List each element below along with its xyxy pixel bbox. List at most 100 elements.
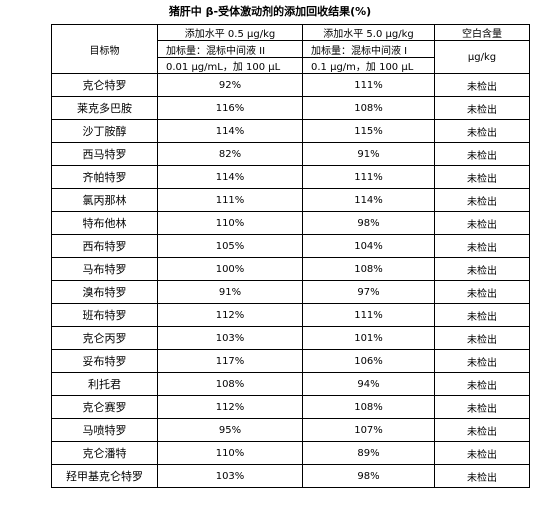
cell-compound: 沙丁胺醇 [51,119,158,143]
cell-compound: 氯丙那林 [51,188,158,212]
cell-recovery-low: 100% [157,257,303,281]
cell-compound: 马喷特罗 [51,418,158,442]
cell-recovery-low: 103% [157,326,303,350]
header-row-2: 加标量：混标中间液 II 加标量：混标中间液 I μg/kg [52,40,530,74]
header-target: 目标物 [51,24,158,74]
cell-recovery-low: 112% [157,395,303,419]
table-row: 马布特罗 100% 108% 未检出 [51,257,530,281]
cell-recovery-high: 94% [302,372,435,396]
cell-recovery-low: 114% [157,119,303,143]
cell-recovery-low: 114% [157,165,303,189]
cell-compound: 莱克多巴胺 [51,96,158,120]
cell-recovery-low: 103% [157,464,303,488]
cell-recovery-low: 92% [157,73,303,97]
cell-compound: 齐帕特罗 [51,165,158,189]
cell-recovery-high: 101% [302,326,435,350]
cell-recovery-low: 110% [157,211,303,235]
cell-compound: 利托君 [51,372,158,396]
table-row: 溴布特罗 91% 97% 未检出 [51,280,530,304]
cell-compound: 溴布特罗 [51,280,158,304]
cell-compound: 克仑赛罗 [51,395,158,419]
cell-blank: 未检出 [434,303,530,327]
cell-blank: 未检出 [434,234,530,258]
cell-blank: 未检出 [434,418,530,442]
cell-blank: 未检出 [434,119,530,143]
cell-recovery-high: 111% [302,303,435,327]
cell-recovery-low: 82% [157,142,303,166]
cell-blank: 未检出 [434,188,530,212]
cell-compound: 西马特罗 [51,142,158,166]
table-title: 猪肝中 β-受体激动剂的添加回收结果(%) [168,5,372,18]
table-row: 班布特罗 112% 111% 未检出 [51,303,530,327]
cell-compound: 羟甲基克仑特罗 [51,464,158,488]
table-row: 羟甲基克仑特罗 103% 98% 未检出 [51,464,530,488]
cell-recovery-high: 91% [302,142,435,166]
cell-recovery-high: 89% [302,441,435,465]
cell-blank: 未检出 [434,349,530,373]
cell-recovery-high: 104% [302,234,435,258]
cell-recovery-low: 95% [157,418,303,442]
cell-compound: 克仑丙罗 [51,326,158,350]
cell-blank: 未检出 [434,96,530,120]
cell-compound: 马布特罗 [51,257,158,281]
cell-recovery-high: 111% [302,73,435,97]
cell-recovery-high: 98% [302,211,435,235]
table-row: 利托君 108% 94% 未检出 [51,372,530,396]
cell-blank: 未检出 [434,326,530,350]
table-row: 齐帕特罗 114% 111% 未检出 [51,165,530,189]
cell-blank: 未检出 [434,211,530,235]
cell-compound: 特布他林 [51,211,158,235]
cell-compound: 妥布特罗 [51,349,158,373]
cell-compound: 克仑特罗 [51,73,158,97]
cell-recovery-high: 111% [302,165,435,189]
cell-recovery-high: 107% [302,418,435,442]
cell-blank: 未检出 [434,142,530,166]
table-row: 西马特罗 82% 91% 未检出 [51,142,530,166]
cell-blank: 未检出 [434,395,530,419]
cell-recovery-high: 108% [302,395,435,419]
header-group1-spike: 加标量：混标中间液 II [157,40,303,58]
cell-recovery-high: 108% [302,257,435,281]
header-blank-label: 空白含量 [434,24,530,41]
table-row: 莱克多巴胺 116% 108% 未检出 [51,96,530,120]
cell-blank: 未检出 [434,441,530,465]
cell-compound: 西布特罗 [51,234,158,258]
table-row: 克仑特罗 92% 111% 未检出 [51,73,530,97]
cell-recovery-low: 117% [157,349,303,373]
table-row: 克仑赛罗 112% 108% 未检出 [51,395,530,419]
header-group1-conc: 0.01 μg/mL，加 100 μL [157,57,303,74]
cell-recovery-high: 115% [302,119,435,143]
table-row: 克仑丙罗 103% 101% 未检出 [51,326,530,350]
table-row: 克仑潘特 110% 89% 未检出 [51,441,530,465]
header-row-1: 目标物 添加水平 0.5 μg/kg 添加水平 5.0 μg/kg 空白含量 [51,24,530,74]
recovery-table: 目标物 添加水平 0.5 μg/kg 添加水平 5.0 μg/kg 空白含量 加… [51,24,530,488]
header-group2-spike: 加标量：混标中间液 I [302,40,435,58]
table-row: 氯丙那林 111% 114% 未检出 [51,188,530,212]
cell-compound: 克仑潘特 [51,441,158,465]
cell-blank: 未检出 [434,280,530,304]
cell-blank: 未检出 [434,372,530,396]
header-row-3: 0.01 μg/mL，加 100 μL 0.1 μg/m，加 100 μL [52,57,530,74]
table-row: 特布他林 110% 98% 未检出 [51,211,530,235]
cell-compound: 班布特罗 [51,303,158,327]
cell-recovery-high: 97% [302,280,435,304]
cell-recovery-high: 98% [302,464,435,488]
cell-recovery-low: 108% [157,372,303,396]
cell-blank: 未检出 [434,73,530,97]
cell-recovery-low: 112% [157,303,303,327]
cell-blank: 未检出 [434,257,530,281]
header-group2-level: 添加水平 5.0 μg/kg [302,24,435,41]
cell-blank: 未检出 [434,165,530,189]
header-group2-conc: 0.1 μg/m，加 100 μL [302,57,435,74]
cell-recovery-low: 110% [157,441,303,465]
cell-recovery-low: 91% [157,280,303,304]
header-group1-level: 添加水平 0.5 μg/kg [157,24,303,41]
cell-recovery-low: 111% [157,188,303,212]
header-blank-unit: μg/kg [434,40,530,74]
table-row: 妥布特罗 117% 106% 未检出 [51,349,530,373]
cell-blank: 未检出 [434,464,530,488]
cell-recovery-high: 106% [302,349,435,373]
cell-recovery-low: 105% [157,234,303,258]
cell-recovery-high: 114% [302,188,435,212]
